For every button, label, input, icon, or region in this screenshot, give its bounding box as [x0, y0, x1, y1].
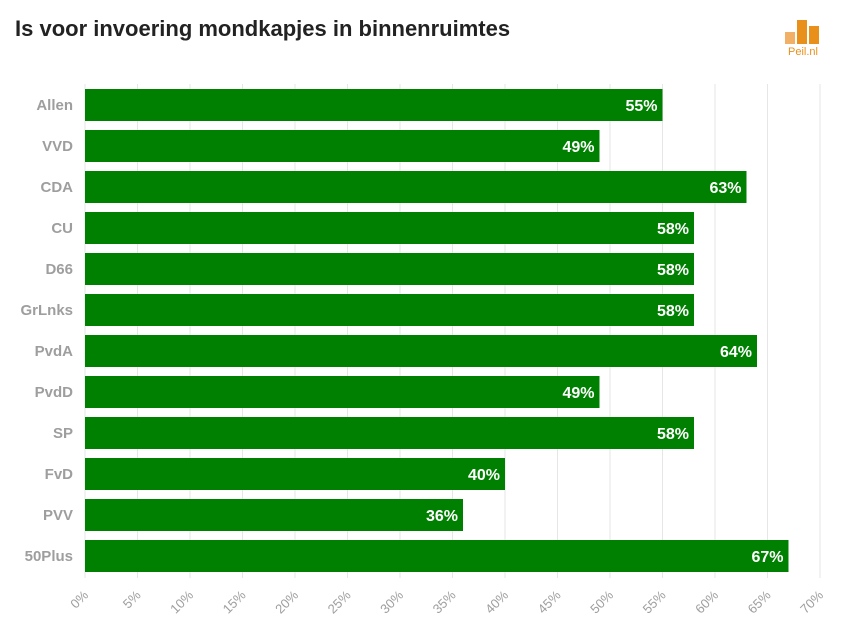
category-label: PvdA	[35, 343, 74, 360]
x-tick-label: 45%	[535, 587, 564, 616]
x-tick-label: 55%	[640, 587, 669, 616]
category-label: 50Plus	[25, 548, 73, 565]
bar	[85, 458, 505, 490]
bar	[85, 335, 757, 367]
x-tick-label: 15%	[220, 587, 249, 616]
data-label: 58%	[657, 303, 689, 320]
x-tick-label: 10%	[167, 587, 196, 616]
data-label: 40%	[468, 467, 500, 484]
category-label: D66	[45, 261, 73, 278]
category-label: SP	[53, 425, 73, 442]
category-label: VVD	[42, 138, 73, 155]
category-label: PVV	[43, 507, 73, 524]
x-tick-label: 5%	[120, 587, 144, 611]
x-tick-label: 65%	[745, 587, 774, 616]
data-label: 63%	[709, 180, 741, 197]
category-label: PvdD	[35, 384, 74, 401]
data-label: 55%	[625, 98, 657, 115]
data-label: 58%	[657, 426, 689, 443]
bar	[85, 540, 789, 572]
bar	[85, 130, 600, 162]
category-label: Allen	[36, 97, 73, 114]
logo-text: Peil.nl	[788, 46, 818, 58]
x-tick-label: 0%	[67, 587, 91, 611]
data-label: 49%	[562, 385, 594, 402]
x-tick-label: 25%	[325, 587, 354, 616]
bar	[85, 171, 747, 203]
bar	[85, 89, 663, 121]
bar	[85, 376, 600, 408]
x-tick-label: 50%	[587, 587, 616, 616]
x-tick-label: 30%	[377, 587, 406, 616]
data-label: 64%	[720, 344, 752, 361]
bar	[85, 212, 694, 244]
category-label: CU	[51, 220, 73, 237]
bar	[85, 499, 463, 531]
data-label: 67%	[751, 549, 783, 566]
x-tick-label: 70%	[797, 587, 826, 616]
bar	[85, 253, 694, 285]
x-tick-label: 20%	[272, 587, 301, 616]
data-label: 49%	[562, 139, 594, 156]
bar	[85, 417, 694, 449]
category-label: CDA	[41, 179, 74, 196]
x-tick-label: 35%	[430, 587, 459, 616]
category-label: FvD	[45, 466, 74, 483]
data-label: 36%	[426, 508, 458, 525]
bar	[85, 294, 694, 326]
data-label: 58%	[657, 221, 689, 238]
chart-title: Is voor invoering mondkapjes in binnenru…	[15, 16, 511, 41]
x-tick-label: 40%	[482, 587, 511, 616]
data-label: 58%	[657, 262, 689, 279]
category-label: GrLnks	[20, 302, 73, 319]
x-tick-label: 60%	[692, 587, 721, 616]
peil-logo: Peil.nl	[783, 20, 823, 64]
logo-bars-icon	[785, 20, 821, 44]
